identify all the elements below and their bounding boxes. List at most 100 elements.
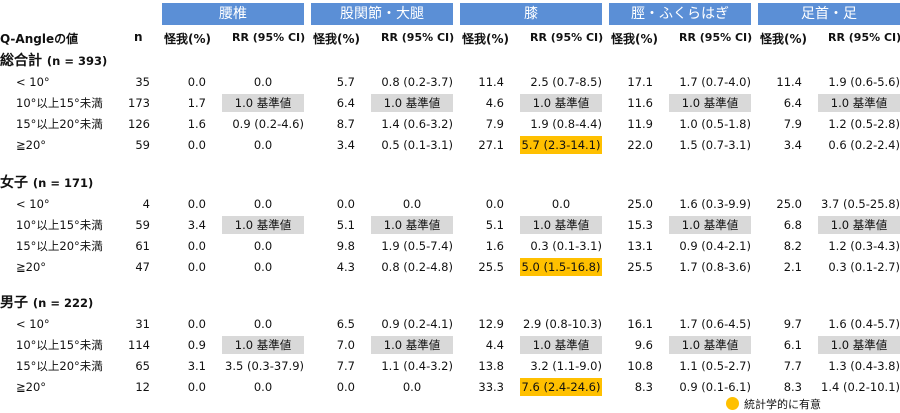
injury-rate-cell: 8.3 (634, 380, 653, 394)
injury-rate-cell: 16.1 (627, 317, 653, 331)
rr-significant-cell: 5.0 (1.5-16.8) (520, 258, 602, 276)
injury-rate-header: 怪我(%) (760, 32, 807, 46)
injury-rate-cell: 22.0 (627, 138, 653, 152)
injury-rate-header: 怪我(%) (164, 32, 211, 46)
injury-rate-cell: 15.3 (627, 218, 653, 232)
group-name: 女子 (0, 175, 28, 191)
group-title: 総合計 (n = 393) (0, 50, 107, 70)
sample-count: 12 (135, 380, 150, 394)
q-angle-category: < 10° (16, 317, 50, 331)
injury-rate-cell: 3.4 (336, 138, 355, 152)
q-angle-category: 15°以上20°未満 (16, 117, 103, 131)
table-row: 10°以上15°未満 173 1.7 1.0 基準値 6.4 1.0 基準値 4.6 1.0 … (0, 93, 900, 113)
rr-ci-header: RR (95% CI) (232, 31, 306, 44)
injury-rate-cell: 3.4 (783, 138, 802, 152)
injury-rate-cell: 25.5 (627, 260, 653, 274)
sample-count: 173 (128, 96, 150, 110)
rr-ci-cell: 1.4 (0.2-10.1) (821, 380, 900, 394)
rr-reference-cell: 1.0 基準値 (222, 336, 304, 354)
significance-legend-marker (726, 397, 739, 410)
group-name: 総合計 (0, 53, 42, 69)
rr-reference-cell: 1.0 基準値 (371, 336, 453, 354)
injury-rate-cell: 0.0 (187, 260, 206, 274)
injury-rate-cell: 4.4 (485, 338, 504, 352)
injury-rate-header: 怪我(%) (313, 32, 360, 46)
injury-rate-cell: 7.7 (336, 359, 355, 373)
q-angle-category: 15°以上20°未満 (16, 359, 103, 373)
injury-rate-header: 怪我(%) (462, 32, 509, 46)
sample-count: 47 (135, 260, 150, 274)
rr-ci-cell: 1.0 (0.5-1.8) (679, 117, 751, 131)
injury-rate-cell: 12.9 (478, 317, 504, 331)
table-row: 15°以上20°未満 61 0.0 0.0 9.8 1.9 (0.5-7.4) 1.6 0.3… (0, 236, 900, 256)
sample-count: 65 (135, 359, 150, 373)
injury-rate-cell: 0.0 (336, 197, 355, 211)
sample-count: 4 (142, 197, 150, 211)
rr-ci-cell: 3.7 (0.5-25.8) (821, 197, 900, 211)
q-angle-category: ≧20° (16, 138, 47, 152)
injury-rate-cell: 0.0 (485, 197, 504, 211)
injury-rate-cell: 5.1 (336, 218, 355, 232)
rr-ci-cell: 1.5 (0.7-3.1) (679, 138, 751, 152)
rr-reference-cell: 1.0 基準値 (222, 94, 304, 112)
rr-ci-cell: 0.3 (0.1-3.1) (530, 239, 602, 253)
injury-rate-cell: 0.9 (187, 338, 206, 352)
rr-ci-cell: 0.9 (0.2-4.6) (232, 117, 304, 131)
group-sample-size: (n = 393) (46, 54, 108, 68)
injury-rate-cell: 9.7 (783, 317, 802, 331)
q-angle-category: 10°以上15°未満 (16, 218, 103, 232)
rr-ci-cell: 1.3 (0.4-3.8) (828, 359, 900, 373)
rr-ci-cell: 1.1 (0.5-2.7) (679, 359, 751, 373)
injury-rate-cell: 27.1 (478, 138, 504, 152)
rr-ci-cell: 0.9 (0.1-6.1) (679, 380, 751, 394)
injury-rate-cell: 1.7 (187, 96, 206, 110)
rr-reference-cell: 1.0 基準値 (818, 216, 900, 234)
injury-rate-cell: 1.6 (187, 117, 206, 131)
injury-rate-cell: 6.4 (336, 96, 355, 110)
injury-rate-cell: 8.7 (336, 117, 355, 131)
injury-rate-cell: 33.3 (478, 380, 504, 394)
group-sample-size: (n = 222) (32, 296, 94, 310)
rr-ci-cell: 1.9 (0.8-4.4) (530, 117, 602, 131)
region-header-shin-calf: 脛・ふくらはぎ (609, 3, 751, 25)
sample-count: 126 (128, 117, 150, 131)
sample-count: 35 (135, 75, 150, 89)
rr-ci-cell: 3.5 (0.3-37.9) (225, 359, 304, 373)
rr-reference-cell: 1.0 基準値 (520, 216, 602, 234)
rr-ci-cell: 0.9 (0.4-2.1) (679, 239, 751, 253)
injury-rate-cell: 2.1 (783, 260, 802, 274)
injury-rate-cell: 0.0 (187, 138, 206, 152)
rr-ci-header: RR (95% CI) (381, 31, 455, 44)
region-header-lumbar: 腰椎 (162, 3, 304, 25)
injury-rate-cell: 13.1 (627, 239, 653, 253)
injury-rate-cell: 7.7 (783, 359, 802, 373)
region-header-ankle-foot: 足首・足 (758, 3, 900, 25)
q-angle-category: < 10° (16, 75, 50, 89)
table-row: ≧20° 59 0.0 0.0 3.4 0.5 (0.1-3.1) 27.1 5.7 (2.3… (0, 135, 900, 155)
rr-ci-header: RR (95% CI) (679, 31, 753, 44)
sample-count: 31 (135, 317, 150, 331)
sample-count: 59 (135, 138, 150, 152)
group-name: 男子 (0, 295, 28, 311)
rr-ci-cell: 1.9 (0.5-7.4) (381, 239, 453, 253)
rr-ci-cell: 2.5 (0.7-8.5) (530, 75, 602, 89)
table-row: ≧20° 12 0.0 0.0 0.0 0.0 33.3 7.6 (2.4-24.6) 8.3 0… (0, 377, 900, 397)
region-header-knee: 膝 (460, 3, 602, 25)
injury-rate-cell: 0.0 (336, 380, 355, 394)
rr-ci-cell: 1.9 (0.6-5.6) (828, 75, 900, 89)
rr-significant-cell: 5.7 (2.3-14.1) (520, 136, 602, 154)
injury-rate-cell: 6.8 (783, 218, 802, 232)
rr-reference-cell: 1.0 基準値 (818, 94, 900, 112)
injury-rate-cell: 4.3 (336, 260, 355, 274)
injury-rate-cell: 11.4 (776, 75, 802, 89)
injury-rate-cell: 25.0 (627, 197, 653, 211)
rr-ci-cell: 0.6 (0.2-2.4) (828, 138, 900, 152)
rr-ci-cell: 1.7 (0.6-4.5) (679, 317, 751, 331)
injury-rate-cell: 3.4 (187, 218, 206, 232)
rr-ci-cell: 2.9 (0.8-10.3) (523, 317, 602, 331)
rr-ci-cell: 0.0 (253, 138, 273, 152)
injury-rate-cell: 5.7 (336, 75, 355, 89)
rr-ci-cell: 0.5 (0.1-3.1) (381, 138, 453, 152)
rr-ci-cell: 1.6 (0.3-9.9) (679, 197, 751, 211)
rr-ci-cell: 1.2 (0.5-2.8) (828, 117, 900, 131)
